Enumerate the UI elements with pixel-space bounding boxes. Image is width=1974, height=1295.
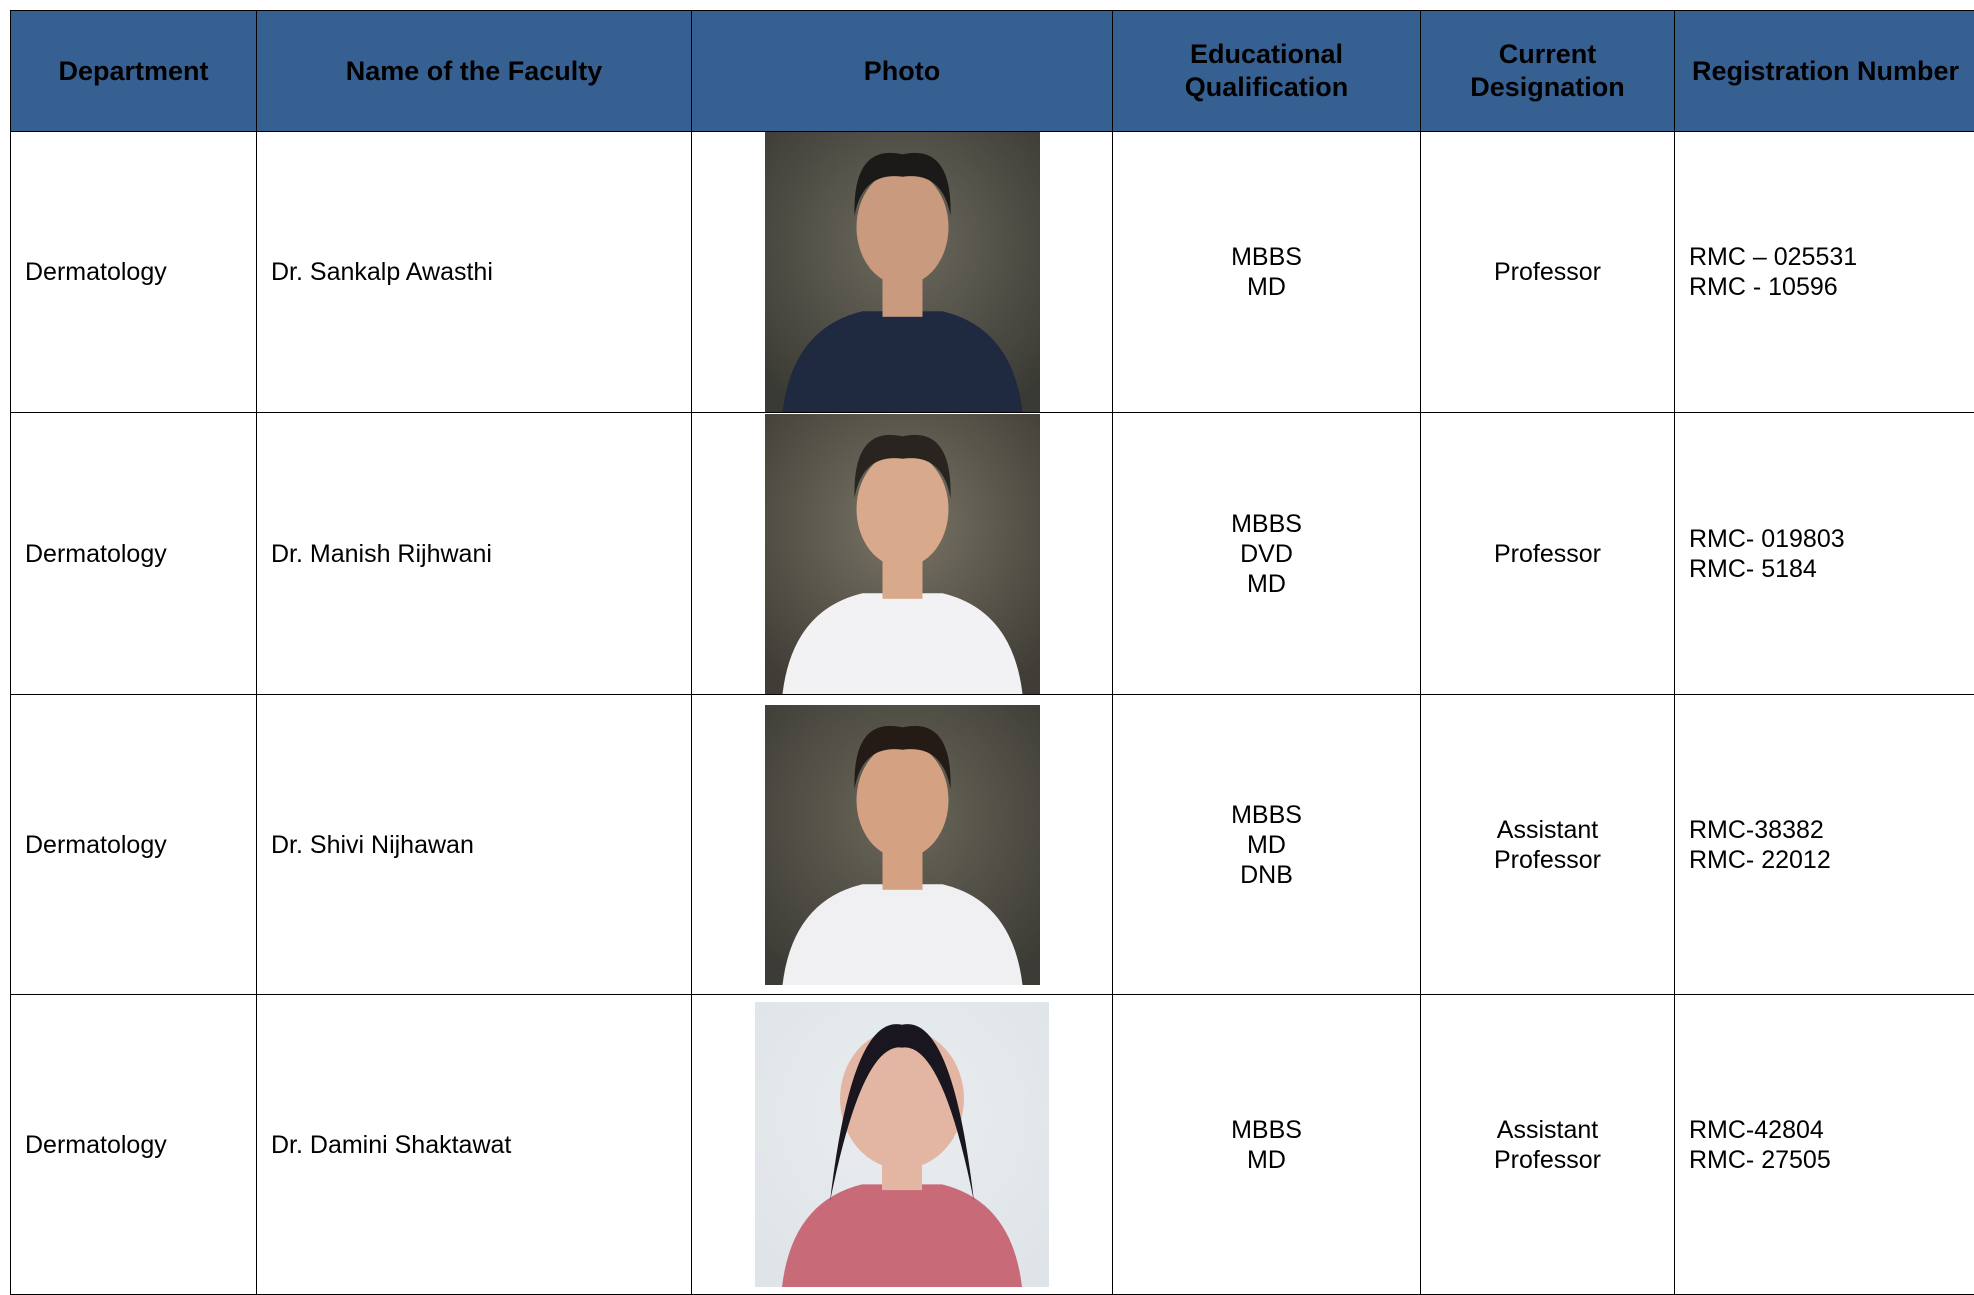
registration-number: RMC-38382: [1689, 815, 1974, 845]
registration-number: RMC- 27505: [1689, 1145, 1974, 1175]
registration-number: RMC - 10596: [1689, 272, 1974, 302]
designation: Professor: [1421, 257, 1674, 287]
qualification: MBBS: [1113, 800, 1420, 830]
photo-cell: [692, 995, 1113, 1295]
designation-cell: Professor: [1421, 413, 1675, 695]
designation: Professor: [1421, 1145, 1674, 1175]
registration-number: RMC- 5184: [1689, 554, 1974, 584]
qualification: DVD: [1113, 539, 1420, 569]
qualification: MBBS: [1113, 242, 1420, 272]
department: Dermatology: [11, 132, 257, 413]
registration-number: RMC-42804: [1689, 1115, 1974, 1145]
faculty-photo: [765, 132, 1040, 412]
registration-number: RMC- 019803: [1689, 524, 1974, 554]
registration-number: RMC- 22012: [1689, 845, 1974, 875]
designation-cell: Professor: [1421, 132, 1675, 413]
designation: Professor: [1421, 539, 1674, 569]
designation: Assistant: [1421, 1115, 1674, 1145]
column-header: Photo: [692, 11, 1113, 132]
qualification: MD: [1113, 830, 1420, 860]
designation: Professor: [1421, 845, 1674, 875]
qualification: MBBS: [1113, 1115, 1420, 1145]
registration-number: RMC – 025531: [1689, 242, 1974, 272]
faculty-photo: [765, 414, 1040, 694]
qualification: MD: [1113, 272, 1420, 302]
faculty-photo: [765, 705, 1040, 985]
faculty-name: Dr. Manish Rijhwani: [257, 413, 692, 695]
department: Dermatology: [11, 995, 257, 1295]
faculty-photo: [755, 1002, 1049, 1287]
photo-cell: [692, 413, 1113, 695]
department: Dermatology: [11, 413, 257, 695]
department: Dermatology: [11, 695, 257, 995]
column-header: Educational Qualification: [1113, 11, 1421, 132]
designation: Assistant: [1421, 815, 1674, 845]
qualification: MD: [1113, 1145, 1420, 1175]
faculty-name: Dr. Sankalp Awasthi: [257, 132, 692, 413]
photo-cell: [692, 695, 1113, 995]
column-header: Name of the Faculty: [257, 11, 692, 132]
qualification: MBBS: [1113, 509, 1420, 539]
faculty-name: Dr. Damini Shaktawat: [257, 995, 692, 1295]
column-header: Current Designation: [1421, 11, 1675, 132]
qualification: DNB: [1113, 860, 1420, 890]
faculty-name: Dr. Shivi Nijhawan: [257, 695, 692, 995]
column-header: Department: [11, 11, 257, 132]
photo-cell: [692, 132, 1113, 413]
column-header: Registration Number: [1675, 11, 1974, 132]
qualification: MD: [1113, 569, 1420, 599]
